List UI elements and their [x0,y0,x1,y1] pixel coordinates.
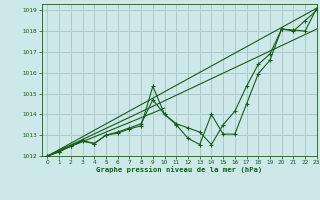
X-axis label: Graphe pression niveau de la mer (hPa): Graphe pression niveau de la mer (hPa) [96,167,262,173]
